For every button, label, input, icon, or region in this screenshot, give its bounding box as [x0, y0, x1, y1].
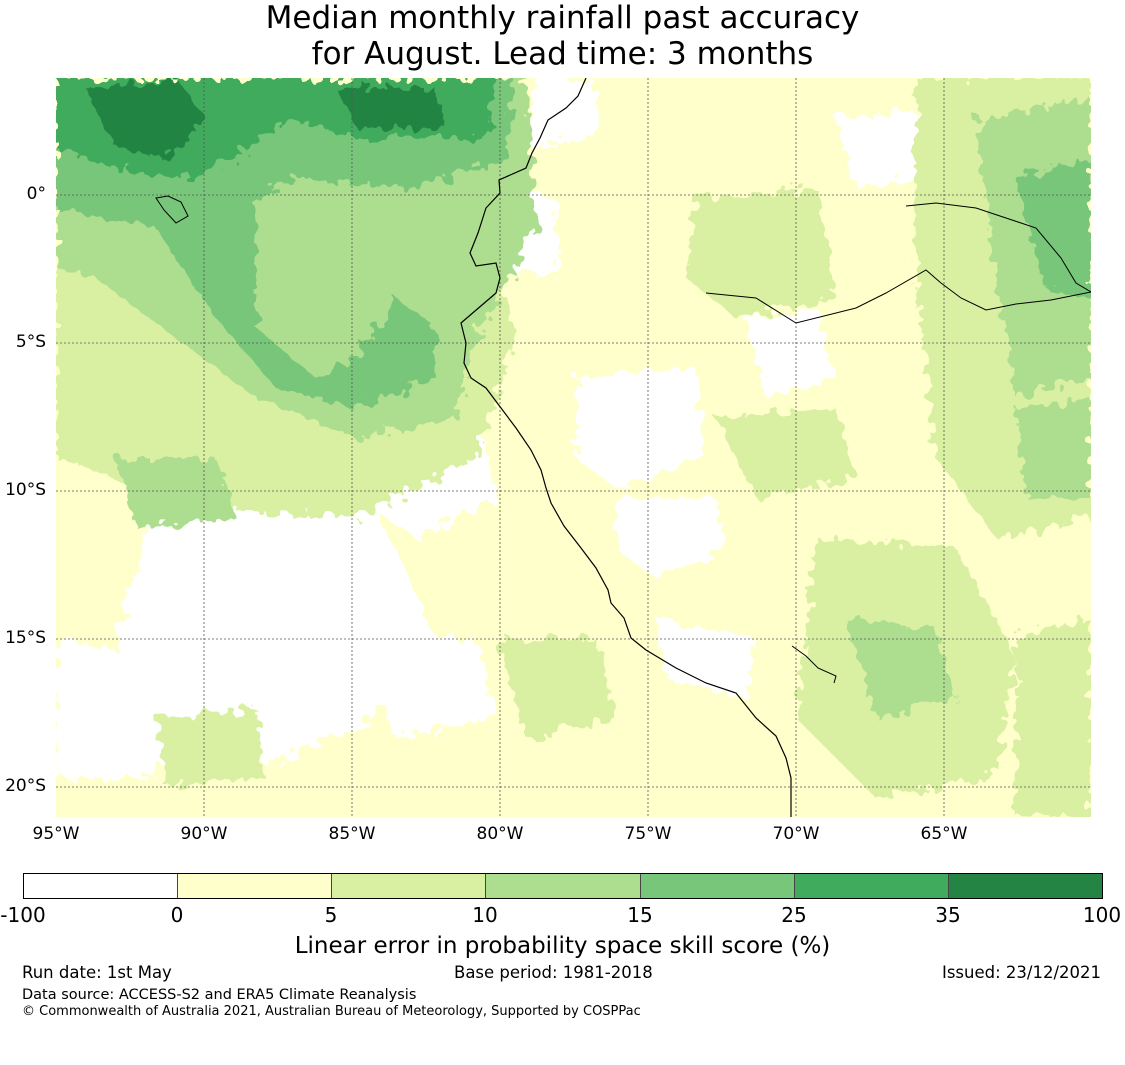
colorbar-label-10: 10: [472, 903, 498, 927]
lon-label-70w: 70°W: [772, 824, 820, 844]
colorbar-segment-1: [24, 874, 179, 898]
title-line-2: for August. Lead time: 3 months: [311, 36, 814, 72]
lon-label-85w: 85°W: [328, 824, 376, 844]
lon-label-65w: 65°W: [920, 824, 968, 844]
lon-label-95w: 95°W: [32, 824, 80, 844]
title-line-1: Median monthly rainfall past accuracy: [265, 0, 860, 36]
colorbar-segment-6: [794, 874, 949, 898]
river-south: [705, 269, 1091, 324]
lon-label-75w: 75°W: [624, 824, 672, 844]
colorbar-segment-7: [948, 874, 1102, 898]
colorbar-segment-5: [640, 874, 795, 898]
data-source: Data source: ACCESS-S2 and ERA5 Climate …: [22, 987, 417, 1003]
lat-label-20s: 20°S: [5, 776, 46, 796]
run-date: Run date: 1st May: [22, 963, 172, 982]
galapagos-islands: [155, 195, 189, 224]
colorbar-segment-3: [332, 874, 487, 898]
colorbar-segment-4: [486, 874, 641, 898]
issued-date: Issued: 23/12/2021: [941, 963, 1101, 982]
map-canvas: [56, 78, 1091, 817]
colorbar-label-minus100: -100: [0, 903, 46, 927]
river-north: [905, 202, 1091, 293]
colorbar-label-100: 100: [1082, 903, 1122, 927]
lon-label-90w: 90°W: [180, 824, 228, 844]
coastline: [460, 78, 792, 817]
lat-label-10s: 10°S: [5, 480, 46, 500]
copyright: © Commonwealth of Australia 2021, Austra…: [22, 1004, 641, 1019]
colorbar-label-5: 5: [324, 903, 338, 927]
lake-titicaca: [791, 645, 837, 684]
colorbar-segment-2: [178, 874, 333, 898]
map-title: Median monthly rainfall past accuracy fo…: [0, 0, 1125, 72]
colorbar-label-15: 15: [627, 903, 653, 927]
lat-label-5s: 5°S: [15, 332, 46, 352]
colorbar-title: Linear error in probability space skill …: [294, 933, 831, 959]
lat-label-0: 0°: [26, 184, 46, 204]
lat-label-15s: 15°S: [5, 628, 46, 648]
lon-label-80w: 80°W: [476, 824, 524, 844]
colorbar-label-0: 0: [170, 903, 184, 927]
skill-score-map: [56, 78, 1091, 817]
colorbar-label-25: 25: [781, 903, 807, 927]
graticule: [56, 78, 1091, 817]
base-period: Base period: 1981-2018: [454, 963, 653, 982]
colorbar-label-35: 35: [935, 903, 961, 927]
colorbar: [23, 873, 1103, 899]
